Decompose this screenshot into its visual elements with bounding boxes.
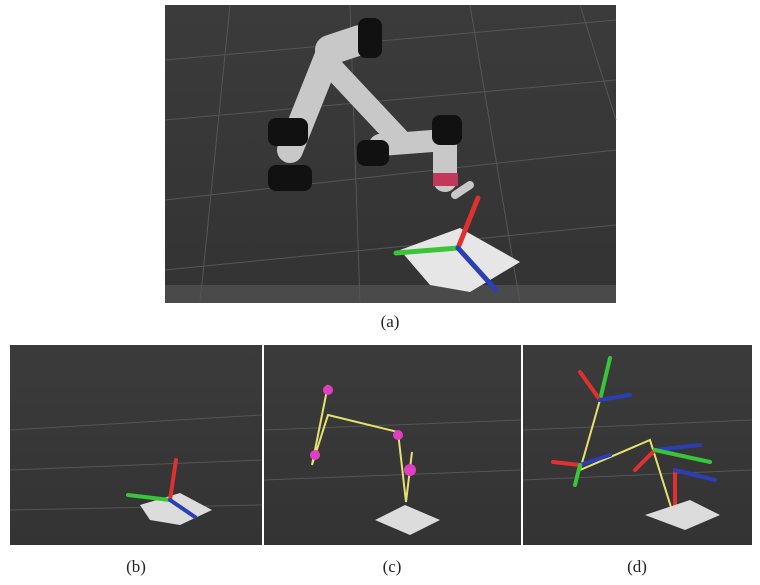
caption-a: (a) [360, 312, 420, 332]
panel-b-render [10, 345, 262, 545]
caption-d: (d) [607, 557, 667, 577]
caption-c: (c) [362, 557, 422, 577]
figure-page: {"panels": [{"label": "(a)"}, {"label": … [0, 0, 760, 585]
panel-d-render [523, 345, 752, 545]
panel-c-render [264, 345, 521, 545]
caption-b: (b) [106, 557, 166, 577]
figure-graphics [0, 0, 760, 585]
panel-a-render [165, 5, 616, 303]
